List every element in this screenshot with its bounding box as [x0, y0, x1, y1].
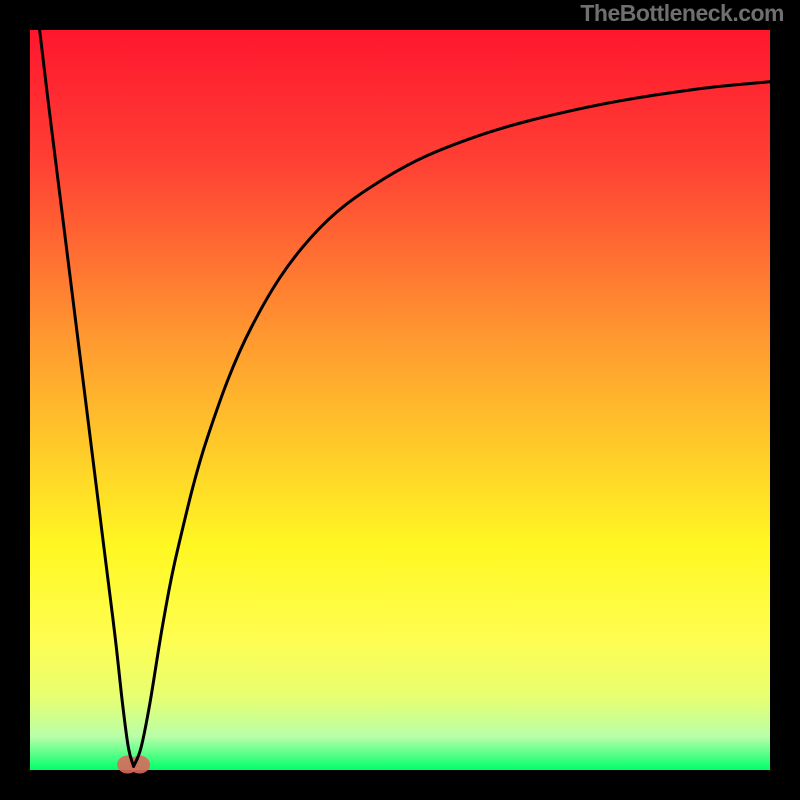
bottleneck-chart [0, 0, 800, 800]
plot-background [30, 30, 770, 770]
attribution-text[interactable]: TheBottleneck.com [580, 0, 784, 27]
chart-container: TheBottleneck.com [0, 0, 800, 800]
